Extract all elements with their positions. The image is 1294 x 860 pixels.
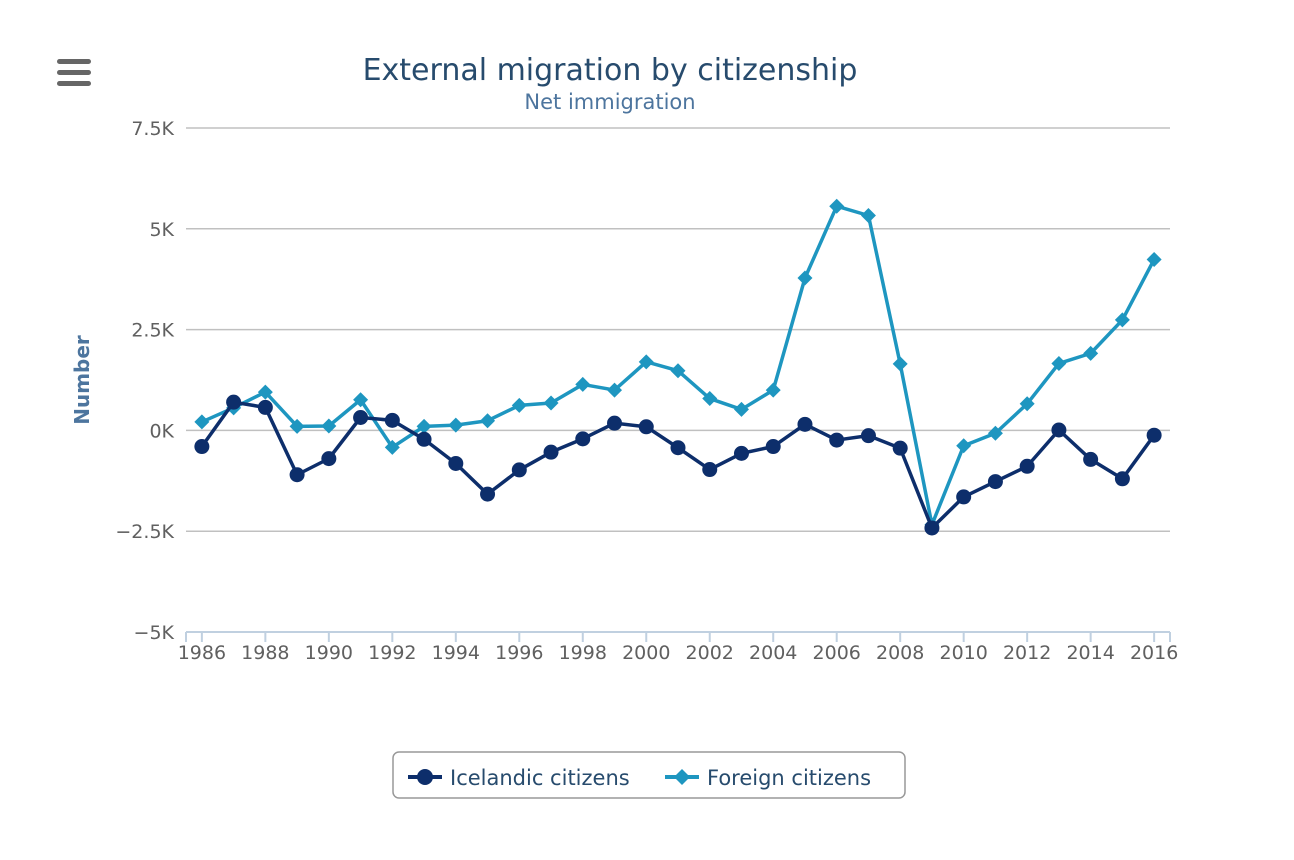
data-point[interactable] — [1019, 396, 1035, 412]
plot-area — [194, 198, 1162, 536]
data-point[interactable] — [575, 376, 591, 392]
data-point[interactable] — [384, 439, 400, 455]
x-tick-label: 2006 — [813, 642, 861, 664]
x-tick-label: 2016 — [1130, 642, 1178, 664]
data-point[interactable] — [638, 354, 654, 370]
x-tick-label: 2014 — [1066, 642, 1114, 664]
x-tick-label: 1998 — [559, 642, 607, 664]
x-tick-label: 2002 — [686, 642, 734, 664]
data-point[interactable] — [607, 382, 623, 398]
data-point[interactable] — [670, 363, 686, 379]
x-tick-label: 2000 — [622, 642, 670, 664]
data-point[interactable] — [1083, 345, 1099, 361]
data-point[interactable] — [289, 418, 305, 434]
data-point[interactable] — [797, 416, 813, 432]
x-tick-label: 2004 — [749, 642, 797, 664]
data-point[interactable] — [416, 418, 432, 434]
data-point[interactable] — [733, 401, 749, 417]
series-line — [200, 400, 1156, 530]
data-point[interactable] — [956, 489, 972, 505]
data-point[interactable] — [575, 431, 591, 447]
data-point[interactable] — [702, 462, 718, 478]
data-point[interactable] — [257, 399, 273, 415]
x-axis-ticks: 1986 1988 1990 1992 1994 1996 1998 2000 2002 2004… — [178, 632, 1178, 664]
x-tick-label: 2010 — [939, 642, 987, 664]
data-point[interactable] — [226, 394, 242, 410]
legend-label-icelandic-citizens: Icelandic citizens — [450, 766, 630, 790]
x-tick-label: 2012 — [1003, 642, 1051, 664]
data-point[interactable] — [353, 409, 369, 425]
hamburger-menu-icon[interactable] — [57, 59, 91, 86]
data-point[interactable] — [1083, 451, 1099, 467]
data-point[interactable] — [797, 270, 813, 286]
x-tick-label: 2008 — [876, 642, 924, 664]
data-point[interactable] — [1051, 422, 1067, 438]
data-point[interactable] — [194, 439, 210, 455]
data-point[interactable] — [924, 520, 940, 536]
legend-box — [392, 751, 906, 799]
data-point[interactable] — [1051, 355, 1067, 371]
data-point[interactable] — [543, 395, 559, 411]
data-point[interactable] — [511, 397, 527, 413]
x-tick-label: 1996 — [495, 642, 543, 664]
y-tick-label: −2.5K — [115, 521, 174, 543]
data-point[interactable] — [638, 419, 654, 435]
data-point[interactable] — [384, 412, 400, 428]
data-point[interactable] — [543, 444, 559, 460]
series-foreign-citizens — [194, 198, 1162, 533]
data-point[interactable] — [1019, 458, 1035, 474]
data-point[interactable] — [987, 474, 1003, 490]
chart-title: External migration by citizenship — [363, 53, 858, 88]
x-tick-label: 1986 — [178, 642, 226, 664]
data-point[interactable] — [289, 467, 305, 483]
data-point[interactable] — [765, 382, 781, 398]
data-point[interactable] — [987, 425, 1003, 441]
data-point[interactable] — [733, 445, 749, 461]
data-point[interactable] — [829, 432, 845, 448]
legend-label-foreign-citizens: Foreign citizens — [707, 766, 871, 790]
data-point[interactable] — [511, 462, 527, 478]
x-tick-label: 1992 — [368, 642, 416, 664]
data-point[interactable] — [829, 198, 845, 214]
y-tick-label: −5K — [134, 622, 175, 644]
data-point[interactable] — [860, 207, 876, 223]
legend-item-foreign-citizens[interactable]: Foreign citizens — [665, 766, 871, 790]
data-point[interactable] — [860, 428, 876, 444]
series-icelandic-citizens — [194, 394, 1162, 536]
data-point[interactable] — [194, 414, 210, 430]
data-point[interactable] — [353, 392, 369, 408]
y-axis-ticks: −5K −2.5K 0K 2.5K 5K 7.5K — [115, 118, 174, 644]
data-point[interactable] — [448, 417, 464, 433]
data-point[interactable] — [765, 439, 781, 455]
data-point[interactable] — [480, 413, 496, 429]
data-point[interactable] — [670, 440, 686, 456]
y-tick-label: 7.5K — [131, 118, 174, 140]
data-point[interactable] — [1114, 471, 1130, 487]
x-tick-label: 1988 — [241, 642, 289, 664]
data-point[interactable] — [257, 384, 273, 400]
x-tick-label: 1994 — [432, 642, 480, 664]
legend: Icelandic citizens Foreign citizens — [392, 751, 906, 799]
data-point[interactable] — [480, 486, 496, 502]
x-tick-label: 1990 — [305, 642, 353, 664]
data-point[interactable] — [416, 431, 432, 447]
data-point[interactable] — [892, 440, 908, 456]
data-point[interactable] — [607, 415, 623, 431]
data-point[interactable] — [702, 391, 718, 407]
y-tick-label: 0K — [149, 420, 174, 442]
data-point[interactable] — [321, 451, 337, 467]
y-tick-label: 2.5K — [131, 320, 174, 342]
data-point[interactable] — [321, 418, 337, 434]
chart-subtitle: Net immigration — [524, 90, 695, 114]
y-tick-label: 5K — [149, 219, 174, 241]
data-point[interactable] — [1146, 251, 1162, 267]
data-point[interactable] — [448, 455, 464, 471]
data-point[interactable] — [956, 438, 972, 454]
y-axis-label: Number — [70, 335, 94, 425]
legend-item-icelandic-citizens[interactable]: Icelandic citizens — [408, 766, 630, 790]
data-point[interactable] — [1146, 427, 1162, 443]
data-point[interactable] — [892, 356, 908, 372]
data-point[interactable] — [1114, 312, 1130, 328]
